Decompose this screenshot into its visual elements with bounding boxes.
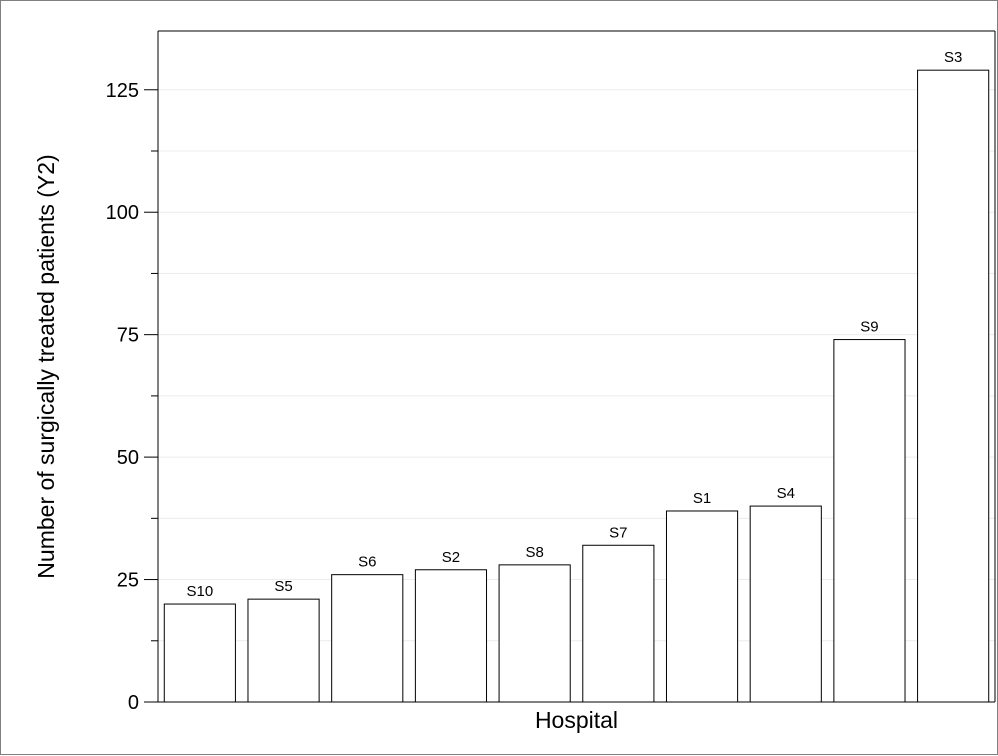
bar-label: S3 bbox=[944, 49, 962, 66]
y-tick-label: 50 bbox=[117, 447, 139, 469]
bar bbox=[749, 505, 822, 703]
bar bbox=[665, 510, 739, 703]
bar bbox=[498, 564, 571, 703]
bar-label: S1 bbox=[693, 490, 711, 507]
y-tick-label: 25 bbox=[117, 570, 139, 592]
bar-label: S6 bbox=[358, 554, 376, 571]
bars-group: S10 S5 S6 S2 S8 S7 S1 S4 S9 S3 bbox=[163, 49, 990, 703]
bar bbox=[582, 544, 655, 703]
bar-label: S2 bbox=[442, 549, 460, 566]
bar-label: S8 bbox=[525, 544, 543, 561]
bar bbox=[247, 598, 320, 703]
y-ticks-group: 0 25 50 75 100 125 bbox=[106, 80, 158, 714]
bar bbox=[917, 69, 990, 703]
y-axis-title: Number of surgically treated patients (Y… bbox=[33, 154, 59, 578]
bar-label: S4 bbox=[777, 485, 795, 502]
bar-label: S7 bbox=[609, 524, 627, 541]
bar bbox=[833, 339, 906, 703]
bar-label: S10 bbox=[186, 583, 213, 600]
bar-label: S5 bbox=[274, 578, 292, 595]
bar bbox=[414, 569, 488, 703]
x-axis-title: Hospital bbox=[535, 707, 618, 733]
bar bbox=[331, 574, 404, 703]
bar bbox=[163, 603, 236, 703]
y-tick-label: 125 bbox=[106, 80, 139, 102]
axes-group bbox=[157, 30, 996, 703]
y-tick-label: 0 bbox=[128, 692, 139, 714]
y-tick-label: 100 bbox=[106, 202, 139, 224]
y-tick-label: 75 bbox=[117, 325, 139, 347]
bar-label: S9 bbox=[860, 319, 878, 336]
